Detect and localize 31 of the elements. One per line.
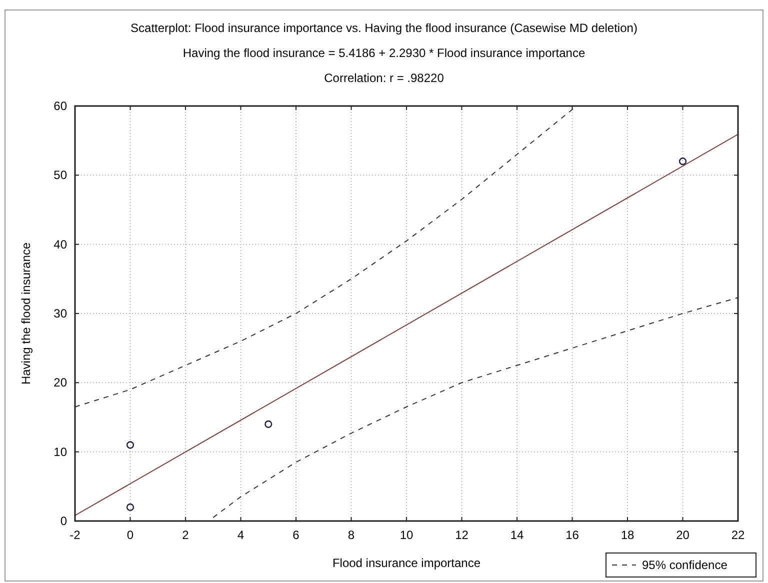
y-tick-label: 60 — [54, 99, 68, 113]
x-tick-label: 20 — [676, 528, 690, 542]
x-tick-label: 4 — [237, 528, 244, 542]
y-tick-label: 40 — [54, 237, 68, 252]
point — [678, 158, 687, 166]
y-axis-title: Having the flood insurance — [19, 242, 33, 385]
chart-title: Scatterplot: Flood insurance importance vs. Having the flood insurance (Casewise MD deletion) — [130, 21, 638, 35]
x-axis-title: Flood insurance importance — [332, 556, 481, 570]
point — [126, 441, 134, 449]
legend-label: 95% confidence — [642, 558, 728, 572]
chart-subtitle: Having the flood insurance = 5.4186 + 2.2930 * Flood insurance importance — [182, 46, 586, 60]
text: Correlation: r = .98220 — [324, 71, 444, 85]
y-tick-label: 50 — [54, 168, 68, 182]
x-tick-label: 16 — [566, 528, 580, 542]
x-tick-label: 22 — [731, 528, 745, 542]
y-tick-label: 0 — [60, 514, 68, 528]
x-tick-label: 14 — [510, 528, 524, 542]
x-tick-label: 12 — [455, 528, 469, 542]
x-tick-label: 18 — [620, 528, 634, 542]
line-series — [212, 297, 738, 518]
x-tick-label: 8 — [348, 528, 355, 542]
x-tick-label: 10 — [400, 528, 414, 542]
x-tick-label: 0 — [126, 528, 134, 542]
x-tick-label: -2 — [70, 528, 81, 542]
x-tick-label: 6 — [292, 528, 300, 542]
point — [126, 503, 134, 511]
y-tick-label: 20 — [54, 376, 68, 390]
y-tick-label: 10 — [54, 444, 68, 459]
x-tick-label: 2 — [182, 528, 190, 542]
y-tick-label: 30 — [54, 306, 68, 320]
point — [264, 420, 272, 428]
